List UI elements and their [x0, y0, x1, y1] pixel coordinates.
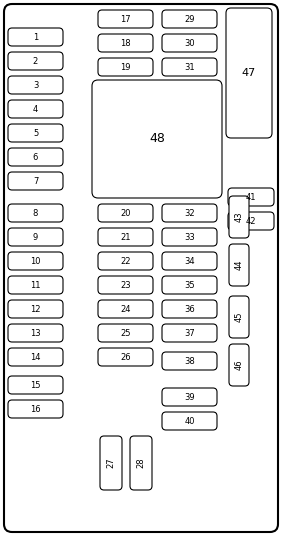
- Text: 10: 10: [30, 257, 41, 265]
- Text: 33: 33: [184, 233, 195, 242]
- Text: 8: 8: [33, 209, 38, 218]
- Text: 36: 36: [184, 304, 195, 314]
- Text: 25: 25: [120, 329, 131, 338]
- FancyBboxPatch shape: [8, 324, 63, 342]
- Text: 14: 14: [30, 353, 41, 361]
- Text: 6: 6: [33, 153, 38, 161]
- Text: 22: 22: [120, 257, 131, 265]
- Text: 41: 41: [246, 192, 256, 202]
- FancyBboxPatch shape: [229, 296, 249, 338]
- FancyBboxPatch shape: [92, 80, 222, 198]
- FancyBboxPatch shape: [8, 52, 63, 70]
- Text: 2: 2: [33, 56, 38, 65]
- FancyBboxPatch shape: [8, 276, 63, 294]
- FancyBboxPatch shape: [8, 28, 63, 46]
- FancyBboxPatch shape: [8, 124, 63, 142]
- FancyBboxPatch shape: [130, 436, 152, 490]
- Text: 35: 35: [184, 280, 195, 289]
- Text: 27: 27: [107, 458, 116, 468]
- FancyBboxPatch shape: [8, 228, 63, 246]
- FancyBboxPatch shape: [229, 196, 249, 238]
- Text: 46: 46: [235, 360, 243, 370]
- Text: 21: 21: [120, 233, 131, 242]
- FancyBboxPatch shape: [98, 252, 153, 270]
- Text: 29: 29: [184, 14, 195, 24]
- FancyBboxPatch shape: [8, 172, 63, 190]
- Text: 11: 11: [30, 280, 41, 289]
- Text: 4: 4: [33, 105, 38, 114]
- Text: 43: 43: [235, 212, 243, 222]
- FancyBboxPatch shape: [8, 348, 63, 366]
- FancyBboxPatch shape: [162, 388, 217, 406]
- Text: 48: 48: [149, 132, 165, 145]
- Text: 39: 39: [184, 392, 195, 401]
- Text: 18: 18: [120, 39, 131, 48]
- FancyBboxPatch shape: [229, 344, 249, 386]
- Text: 34: 34: [184, 257, 195, 265]
- Text: 1: 1: [33, 33, 38, 41]
- Text: 28: 28: [136, 458, 146, 468]
- FancyBboxPatch shape: [226, 8, 272, 138]
- FancyBboxPatch shape: [8, 376, 63, 394]
- Text: 24: 24: [120, 304, 131, 314]
- FancyBboxPatch shape: [8, 204, 63, 222]
- FancyBboxPatch shape: [162, 228, 217, 246]
- FancyBboxPatch shape: [162, 300, 217, 318]
- FancyBboxPatch shape: [98, 204, 153, 222]
- Text: 5: 5: [33, 129, 38, 138]
- FancyBboxPatch shape: [162, 352, 217, 370]
- FancyBboxPatch shape: [8, 76, 63, 94]
- FancyBboxPatch shape: [229, 244, 249, 286]
- FancyBboxPatch shape: [98, 300, 153, 318]
- Text: 40: 40: [184, 416, 195, 426]
- FancyBboxPatch shape: [162, 324, 217, 342]
- Text: 7: 7: [33, 176, 38, 185]
- Text: 32: 32: [184, 209, 195, 218]
- FancyBboxPatch shape: [162, 10, 217, 28]
- Text: 42: 42: [246, 217, 256, 226]
- Text: 37: 37: [184, 329, 195, 338]
- FancyBboxPatch shape: [8, 252, 63, 270]
- FancyBboxPatch shape: [98, 10, 153, 28]
- FancyBboxPatch shape: [4, 4, 278, 532]
- FancyBboxPatch shape: [100, 436, 122, 490]
- Text: 12: 12: [30, 304, 41, 314]
- FancyBboxPatch shape: [98, 324, 153, 342]
- Text: 16: 16: [30, 405, 41, 413]
- FancyBboxPatch shape: [162, 252, 217, 270]
- Text: 3: 3: [33, 80, 38, 90]
- Text: 45: 45: [235, 312, 243, 322]
- FancyBboxPatch shape: [162, 204, 217, 222]
- FancyBboxPatch shape: [98, 58, 153, 76]
- Text: 23: 23: [120, 280, 131, 289]
- Text: 26: 26: [120, 353, 131, 361]
- FancyBboxPatch shape: [162, 34, 217, 52]
- FancyBboxPatch shape: [8, 148, 63, 166]
- Text: 47: 47: [242, 68, 256, 78]
- Text: 9: 9: [33, 233, 38, 242]
- Text: 38: 38: [184, 356, 195, 366]
- FancyBboxPatch shape: [98, 348, 153, 366]
- FancyBboxPatch shape: [228, 188, 274, 206]
- FancyBboxPatch shape: [162, 58, 217, 76]
- Text: 13: 13: [30, 329, 41, 338]
- FancyBboxPatch shape: [162, 276, 217, 294]
- FancyBboxPatch shape: [8, 400, 63, 418]
- Text: 31: 31: [184, 63, 195, 71]
- Text: 30: 30: [184, 39, 195, 48]
- Text: 20: 20: [120, 209, 131, 218]
- Text: 19: 19: [120, 63, 131, 71]
- FancyBboxPatch shape: [162, 412, 217, 430]
- FancyBboxPatch shape: [98, 34, 153, 52]
- Text: 44: 44: [235, 260, 243, 270]
- Text: 17: 17: [120, 14, 131, 24]
- FancyBboxPatch shape: [8, 100, 63, 118]
- FancyBboxPatch shape: [228, 212, 274, 230]
- Text: 15: 15: [30, 381, 41, 390]
- FancyBboxPatch shape: [98, 228, 153, 246]
- FancyBboxPatch shape: [8, 300, 63, 318]
- FancyBboxPatch shape: [98, 276, 153, 294]
